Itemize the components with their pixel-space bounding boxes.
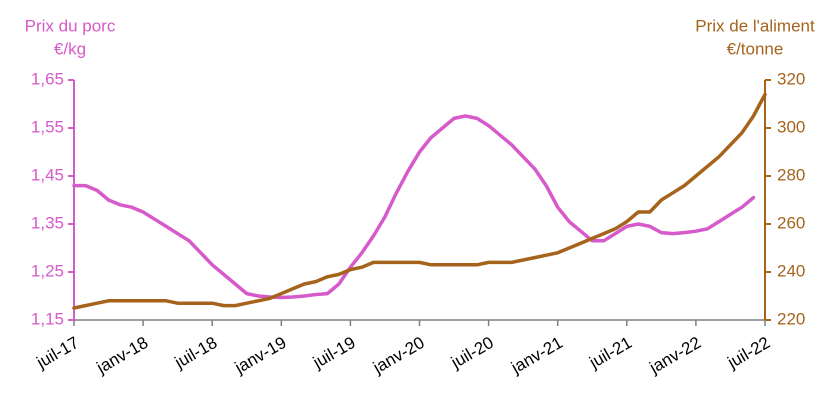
- y2-tick-label: 300: [777, 117, 805, 136]
- x-tick-label: janv-18: [93, 333, 152, 378]
- x-tick-label: juil-22: [724, 333, 774, 373]
- y-tick-label: 1,15: [31, 309, 64, 328]
- y2-axis-label: €/tonne: [727, 39, 784, 58]
- x-tick-label: janv-19: [231, 333, 290, 378]
- x-tick-label: janv-20: [369, 333, 428, 378]
- y-axis-label: €/kg: [54, 39, 86, 58]
- x-tick-label: juil-21: [585, 333, 635, 373]
- y-tick-label: 1,65: [31, 69, 64, 88]
- y2-tick-label: 240: [777, 261, 805, 280]
- y-axis-label: Prix du porc: [25, 16, 116, 35]
- y2-tick-label: 280: [777, 165, 805, 184]
- x-tick-label: juil-18: [171, 333, 221, 373]
- y-tick-label: 1,45: [31, 165, 64, 184]
- x-tick-label: juil-20: [447, 333, 497, 373]
- line-series: [72, 92, 767, 310]
- line-series: [72, 114, 756, 300]
- y-tick-label: 1,55: [31, 117, 64, 136]
- y-tick-label: 1,25: [31, 261, 64, 280]
- x-tick-label: juil-17: [33, 333, 83, 373]
- x-tick-label: janv-21: [507, 333, 566, 378]
- y-tick-label: 1,35: [31, 213, 64, 232]
- x-tick-label: juil-19: [309, 333, 359, 373]
- x-tick-label: janv-22: [645, 333, 704, 378]
- y2-tick-label: 320: [777, 69, 805, 88]
- y2-tick-label: 220: [777, 309, 805, 328]
- y2-axis-label: Prix de l'aliment: [695, 16, 815, 35]
- y2-tick-label: 260: [777, 213, 805, 232]
